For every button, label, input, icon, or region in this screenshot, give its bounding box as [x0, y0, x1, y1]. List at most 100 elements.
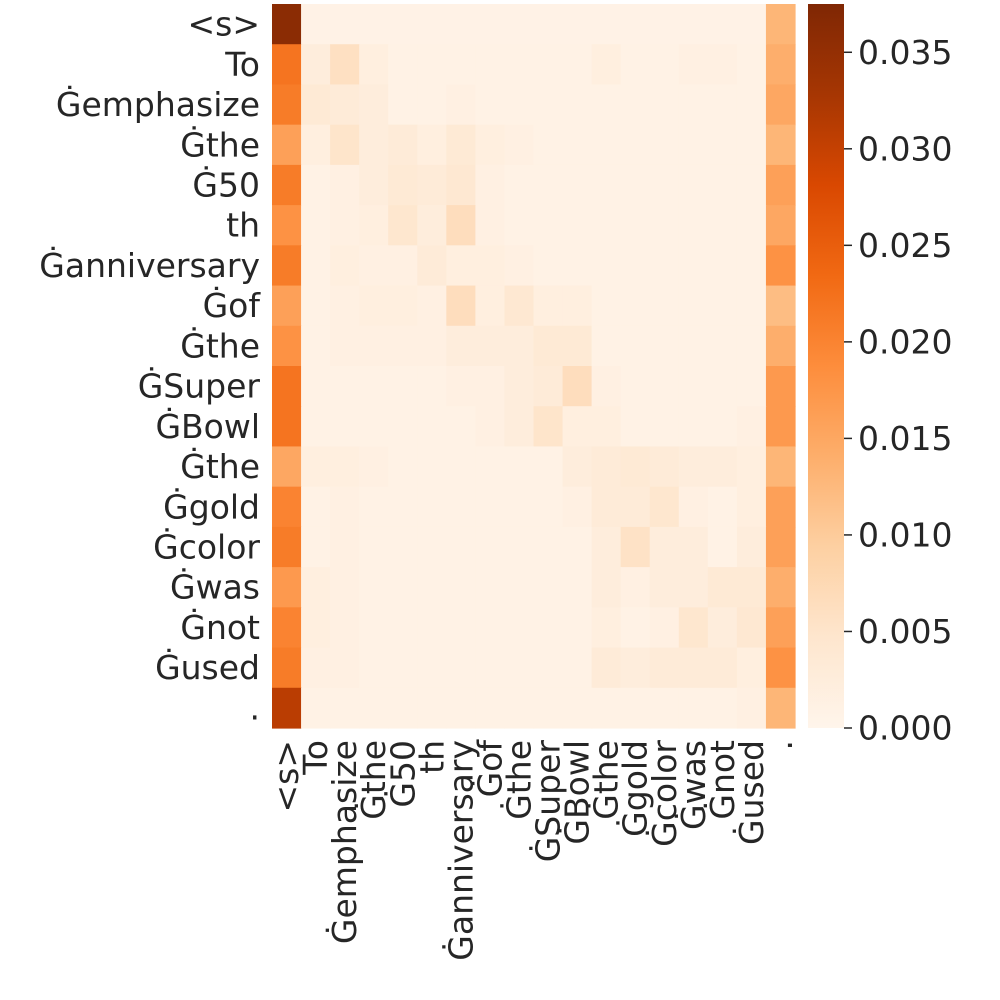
x-tick-label: Ġgold: [615, 740, 655, 837]
heatmap-cell: [562, 205, 593, 246]
heatmap-cell: [707, 325, 738, 367]
heatmap-cell: [475, 44, 506, 86]
heatmap-cell: [562, 526, 593, 568]
heatmap-cell: [678, 486, 709, 528]
colorbar-tick-label: 0.015: [858, 419, 952, 458]
heatmap-cell: [562, 84, 593, 126]
heatmap-cell: [562, 486, 593, 528]
heatmap-cell: [504, 406, 535, 448]
heatmap-cell: [388, 406, 418, 448]
heatmap-cell: [388, 486, 418, 528]
heatmap-cell: [765, 285, 796, 327]
heatmap-cell: [359, 44, 389, 86]
heatmap-cell: [330, 486, 360, 528]
heatmap-cell: [359, 245, 389, 287]
colorbar-ticks: 0.000 0.005 0.010 0.015 0.020 0.025 0.030 0.035: [844, 33, 952, 748]
heatmap-cell: [678, 205, 709, 246]
y-tick-label: Ġcolor: [153, 527, 260, 567]
heatmap-cell: [388, 446, 418, 488]
heatmap-cell: [620, 124, 651, 166]
heatmap-cell: [272, 486, 302, 528]
heatmap-cell: [620, 164, 651, 206]
heatmap-cell: [359, 4, 389, 45]
heatmap-cell: [417, 446, 447, 488]
heatmap-cell: [707, 567, 738, 608]
heatmap-cell: [678, 526, 709, 568]
heatmap-cell: [678, 245, 709, 287]
heatmap-cell: [620, 607, 651, 649]
heatmap-cell: [562, 245, 593, 287]
heatmap-cell: [475, 285, 506, 327]
heatmap-cell: [301, 366, 331, 407]
heatmap-cell: [446, 325, 476, 367]
colorbar-tick-label: 0.005: [858, 612, 952, 651]
heatmap-cell: [591, 245, 622, 287]
heatmap-cell: [388, 245, 418, 287]
heatmap-cell: [765, 325, 796, 367]
heatmap-cell: [562, 4, 593, 45]
heatmap-cell: [591, 526, 622, 568]
x-tick-label: th: [412, 740, 451, 774]
heatmap-cell: [359, 205, 389, 246]
heatmap-cell: [620, 84, 651, 126]
heatmap-cell: [417, 647, 447, 689]
heatmap-cell: [765, 647, 796, 689]
y-axis-tick-labels: <s>ToĠemphasizeĠtheĠ50thĠanniversaryĠofĠ…: [39, 5, 261, 728]
heatmap-cell: [475, 205, 506, 246]
heatmap-cell: [620, 285, 651, 327]
heatmap-cell: [359, 285, 389, 327]
heatmap-cell: [301, 44, 331, 86]
heatmap-cell: [533, 285, 564, 327]
heatmap-cell: [475, 687, 506, 729]
heatmap-cell: [649, 245, 680, 287]
heatmap-cell: [272, 446, 302, 488]
heatmap-cell: [330, 285, 360, 327]
heatmap-cell: [272, 607, 302, 649]
heatmap-cell: [417, 84, 447, 126]
heatmap-cell: [678, 446, 709, 488]
heatmap-cell: [272, 325, 302, 367]
heatmap-cell: [359, 526, 389, 568]
heatmap-cell: [388, 526, 418, 568]
heatmap-cell: [417, 325, 447, 367]
heatmap-cell: [678, 687, 709, 729]
heatmap-cell: [301, 124, 331, 166]
heatmap-cell: [591, 84, 622, 126]
heatmap-cell: [736, 164, 767, 206]
heatmap-cell: [504, 325, 535, 367]
heatmap-cell: [301, 567, 331, 608]
colorbar-tick-label: 0.020: [858, 322, 952, 361]
heatmap-cell: [446, 164, 476, 206]
heatmap-cell: [736, 446, 767, 488]
heatmap-cell: [446, 567, 476, 608]
heatmap-cell: [736, 124, 767, 166]
heatmap-cell: [504, 486, 535, 528]
heatmap-cell: [504, 124, 535, 166]
heatmap-cell: [504, 84, 535, 126]
y-tick-label: Ġnot: [180, 607, 260, 647]
y-tick-label: ĠBowl: [155, 406, 260, 446]
heatmap-cell: [417, 486, 447, 528]
heatmap-cell: [417, 687, 447, 729]
heatmap-cell: [678, 406, 709, 448]
heatmap-cell: [504, 245, 535, 287]
heatmap-cell: [446, 245, 476, 287]
heatmap-cell: [736, 647, 767, 689]
heatmap-cell: [475, 526, 506, 568]
heatmap-cell: [359, 84, 389, 126]
x-axis-tick-labels: <s>ToĠemphasizeĠtheĠ50thĠanniversaryĠofĠ…: [267, 739, 800, 961]
heatmap-cell: [591, 44, 622, 86]
x-tick-label: Ġ50: [382, 740, 422, 808]
heatmap-cell: [591, 567, 622, 608]
heatmap-cell: [649, 647, 680, 689]
heatmap-cell: [272, 84, 302, 126]
heatmap-cell: [562, 285, 593, 327]
heatmap-cell: [504, 607, 535, 649]
heatmap-cell: [533, 567, 564, 608]
heatmap-cell: [330, 647, 360, 689]
x-tick-label: Ġanniversary: [440, 740, 480, 961]
heatmap-cell: [562, 124, 593, 166]
heatmap-cell: [272, 124, 302, 166]
heatmap-cell: [533, 325, 564, 367]
heatmap-cell: [272, 526, 302, 568]
